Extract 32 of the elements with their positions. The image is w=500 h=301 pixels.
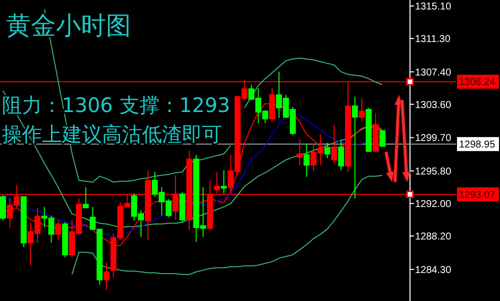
candlestick	[358, 98, 365, 122]
candlestick	[366, 107, 372, 152]
candlestick	[296, 138, 303, 166]
ref-line-label: 1293.07	[459, 190, 496, 201]
candlestick	[55, 219, 62, 241]
y-tick-label: 1295.80	[415, 166, 452, 178]
y-tick-label: 1292.00	[415, 199, 452, 210]
candlestick	[331, 124, 338, 164]
line-series	[72, 174, 383, 275]
y-tick-label: 1315.10	[415, 1, 452, 12]
ref-line-label: 1306.24	[459, 77, 496, 88]
candlestick	[82, 186, 89, 208]
y-tick-label: 1299.70	[415, 133, 452, 144]
candlestick	[20, 196, 27, 248]
candlestick	[179, 192, 186, 223]
y-tick-label: 1307.40	[415, 67, 452, 78]
candlestick	[0, 194, 6, 220]
y-tick-label: 1284.30	[415, 264, 452, 276]
ref-line-label: 1298.95	[459, 140, 496, 151]
candlestick	[104, 262, 110, 290]
candlestick	[62, 222, 68, 258]
y-tick-label: 1288.20	[415, 232, 452, 243]
candlestick	[220, 170, 227, 194]
candlestick	[380, 130, 386, 147]
candlestick	[352, 96, 358, 199]
line-series	[2, 90, 383, 228]
candlestick	[338, 140, 344, 171]
candlestick	[304, 143, 310, 178]
y-tick-label: 1303.60	[415, 100, 452, 111]
candlestick	[324, 142, 330, 159]
candlestick	[372, 112, 379, 152]
y-tick-label: 1311.30	[415, 34, 451, 45]
